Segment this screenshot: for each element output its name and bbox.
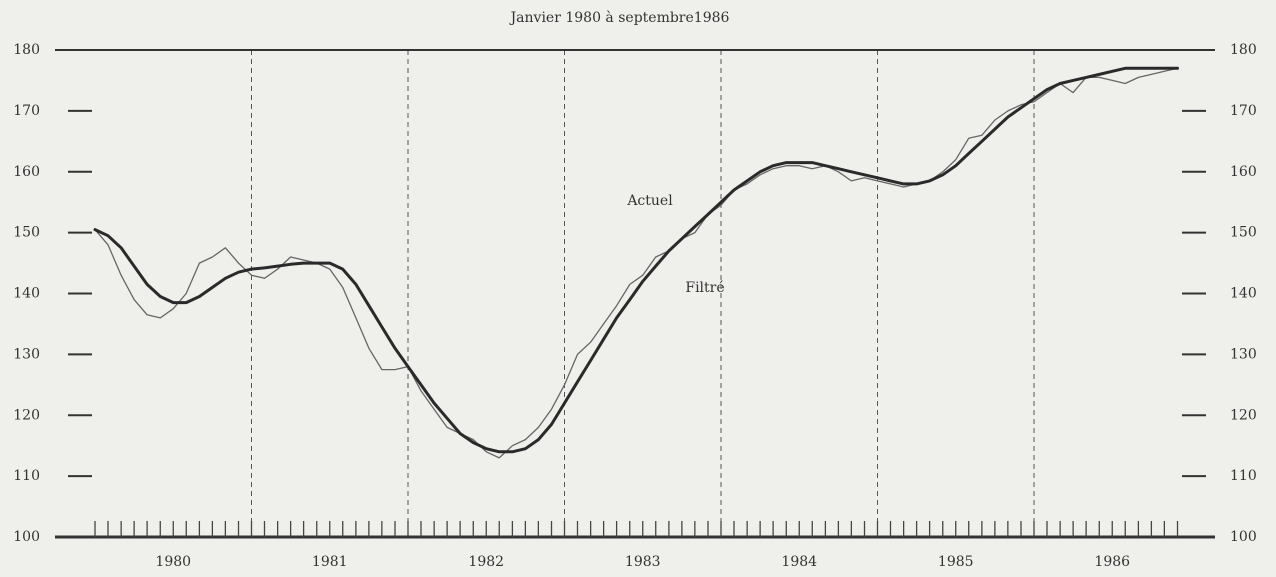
y-tick-label-right: 110 — [1230, 468, 1257, 484]
x-tick-label: 1986 — [1094, 554, 1130, 570]
y-tick-label: 180 — [13, 42, 40, 58]
series-line — [94, 67, 1179, 459]
y-tick-label: 150 — [13, 225, 40, 241]
annotation: Filtré — [685, 280, 724, 296]
x-tick-label: 1984 — [781, 554, 817, 570]
x-tick-label: 1985 — [938, 554, 974, 570]
y-tick-label: 130 — [13, 346, 40, 362]
y-tick-label-right: 130 — [1230, 346, 1257, 362]
y-tick-label: 140 — [13, 286, 40, 302]
y-tick-label-right: 120 — [1230, 407, 1257, 423]
series-line — [93, 66, 1179, 454]
x-tick-label: 1983 — [625, 554, 661, 570]
y-tick-label-right: 150 — [1230, 225, 1257, 241]
y-tick-label: 110 — [13, 468, 40, 484]
annotation: Actuel — [626, 193, 673, 209]
y-tick-label-right: 100 — [1230, 529, 1257, 545]
x-tick-label: 1982 — [468, 554, 504, 570]
y-tick-label-right: 170 — [1230, 103, 1257, 119]
y-tick-label: 100 — [13, 529, 40, 545]
y-tick-label: 170 — [13, 103, 40, 119]
x-tick-label: 1980 — [155, 554, 191, 570]
y-tick-label-right: 160 — [1230, 164, 1257, 180]
y-tick-label: 160 — [13, 164, 40, 180]
y-tick-label-right: 180 — [1230, 42, 1257, 58]
chart-title: Janvier 1980 à septembre1986 — [509, 9, 730, 26]
y-tick-label: 120 — [13, 407, 40, 423]
y-tick-label-right: 140 — [1230, 286, 1257, 302]
x-tick-label: 1981 — [312, 554, 348, 570]
